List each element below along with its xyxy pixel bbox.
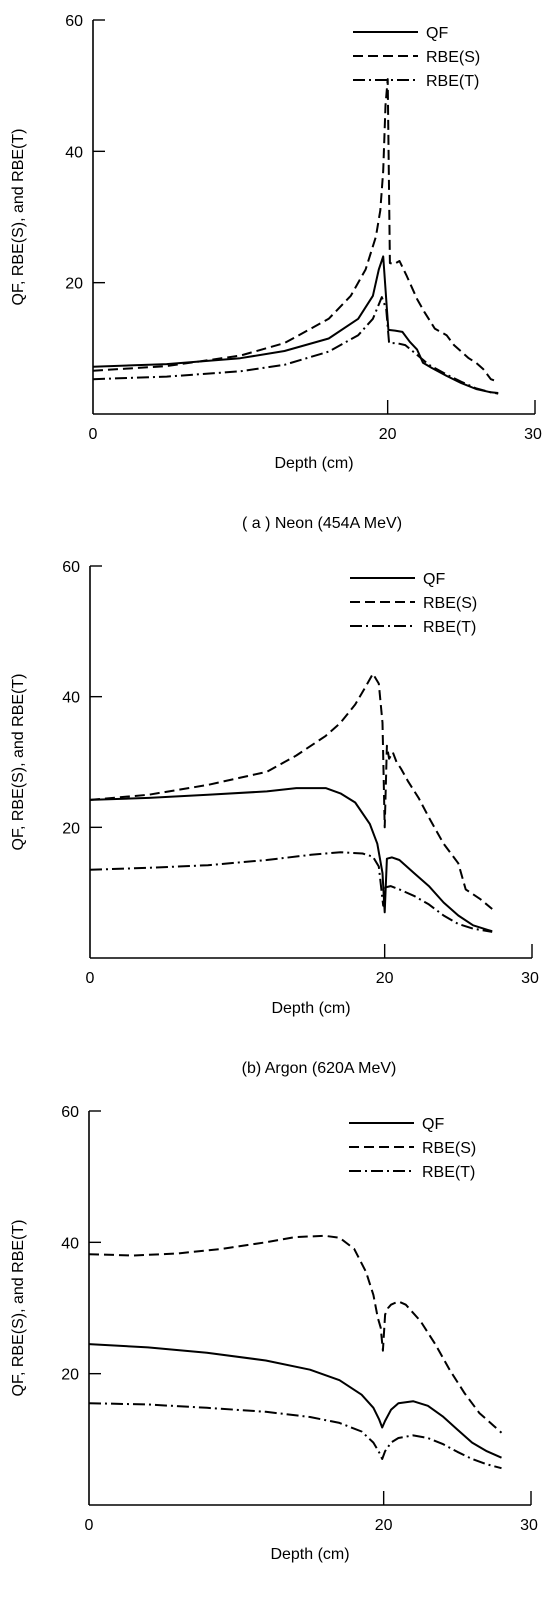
legend-label: QF <box>423 571 445 588</box>
y-tick-label: 40 <box>62 690 80 707</box>
legend-label: QF <box>422 1116 444 1133</box>
series-line-qf <box>89 787 493 933</box>
panel-caption: ( a ) Neon (454A MeV) <box>242 515 402 532</box>
y-axis-title: QF, RBE(S), and RBE(T) <box>10 129 27 306</box>
y-tick-label: 40 <box>65 144 83 161</box>
legend-label: RBE(S) <box>423 595 477 612</box>
legend-label: RBE(T) <box>423 619 476 636</box>
y-tick-label: 20 <box>65 276 83 293</box>
chart-panel-3: 20 40 60 0 20 30 Depth (cm) QF, RBE(S), and RBE… <box>10 1104 538 1563</box>
series-line-rbe-t <box>92 296 499 395</box>
y-tick-label: 20 <box>61 1367 79 1384</box>
chart-panel-2: 20 40 60 0 20 30 Depth (cm) QF, RBE(S), and RBE… <box>10 559 539 1077</box>
chart-panel-1: 20 40 60 0 20 30 Depth (cm) QF, RBE(S), and RBE… <box>10 13 542 532</box>
x-axis-title: Depth (cm) <box>271 1000 350 1017</box>
y-tick-label: 60 <box>61 1104 79 1121</box>
legend-label: RBE(T) <box>422 1164 475 1181</box>
legend-label: RBE(S) <box>426 49 480 66</box>
x-tick-label: 20 <box>379 426 397 443</box>
y-tick-label: 20 <box>62 820 80 837</box>
y-axis-title: QF, RBE(S), and RBE(T) <box>10 674 27 851</box>
series-line-rbe-s <box>88 1234 503 1434</box>
x-tick-label: 30 <box>521 970 539 987</box>
series-line-rbe-t <box>88 1402 502 1470</box>
y-axis-title: QF, RBE(S), and RBE(T) <box>10 1220 27 1397</box>
x-tick-label: 0 <box>86 970 95 987</box>
y-tick-label: 60 <box>65 13 83 30</box>
x-tick-label: 30 <box>520 1517 538 1534</box>
legend-label: RBE(S) <box>422 1140 476 1157</box>
x-tick-label: 20 <box>375 1517 393 1534</box>
series-line-rbe-s <box>92 78 499 383</box>
y-tick-label: 40 <box>61 1235 79 1252</box>
x-tick-label: 20 <box>376 970 394 987</box>
series-line-rbe-t <box>89 851 493 933</box>
legend-label: QF <box>426 25 448 42</box>
x-axis-title: Depth (cm) <box>270 1546 349 1563</box>
x-axis-title: Depth (cm) <box>274 455 353 472</box>
legend-label: RBE(T) <box>426 73 479 90</box>
y-tick-label: 60 <box>62 559 80 576</box>
x-tick-label: 0 <box>89 426 98 443</box>
series-line-rbe-s <box>89 672 493 910</box>
series-line-qf <box>88 1343 502 1459</box>
series-line-qf <box>92 255 499 394</box>
panel-caption: (b) Argon (620A MeV) <box>242 1060 397 1077</box>
x-tick-label: 0 <box>85 1517 94 1534</box>
x-tick-label: 30 <box>524 426 542 443</box>
